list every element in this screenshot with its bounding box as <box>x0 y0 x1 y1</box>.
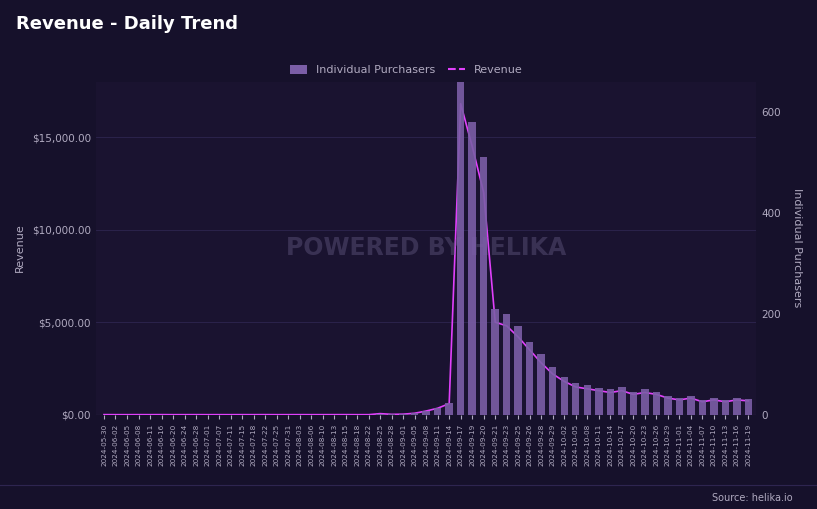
Text: POWERED BY HELIKA: POWERED BY HELIKA <box>286 236 566 260</box>
Y-axis label: Revenue: Revenue <box>15 224 25 272</box>
Bar <box>630 391 637 415</box>
Bar <box>641 389 649 415</box>
Bar <box>411 413 418 415</box>
Bar <box>457 81 464 415</box>
Bar <box>538 354 545 415</box>
Bar <box>595 388 602 415</box>
Bar <box>503 314 511 415</box>
Bar <box>606 389 614 415</box>
Bar <box>422 411 430 415</box>
Bar <box>445 403 453 415</box>
Bar <box>526 342 534 415</box>
Bar <box>744 399 752 415</box>
Bar <box>468 122 476 415</box>
Bar <box>572 383 579 415</box>
Text: Revenue - Daily Trend: Revenue - Daily Trend <box>16 15 239 33</box>
Legend: Individual Purchasers, Revenue: Individual Purchasers, Revenue <box>286 61 527 80</box>
Bar <box>676 398 683 415</box>
Bar <box>618 387 626 415</box>
Bar <box>664 396 672 415</box>
Bar <box>480 157 488 415</box>
Bar <box>710 398 717 415</box>
Bar <box>721 400 729 415</box>
Bar <box>492 308 499 415</box>
Bar <box>583 385 591 415</box>
Bar <box>560 377 568 415</box>
Bar <box>653 391 660 415</box>
Bar <box>515 326 522 415</box>
Bar <box>549 367 556 415</box>
Bar <box>434 408 441 415</box>
Bar <box>733 398 740 415</box>
Text: Source: helika.io: Source: helika.io <box>712 493 792 503</box>
Bar <box>687 396 694 415</box>
Y-axis label: Individual Purchasers: Individual Purchasers <box>792 188 802 308</box>
Bar <box>699 400 706 415</box>
